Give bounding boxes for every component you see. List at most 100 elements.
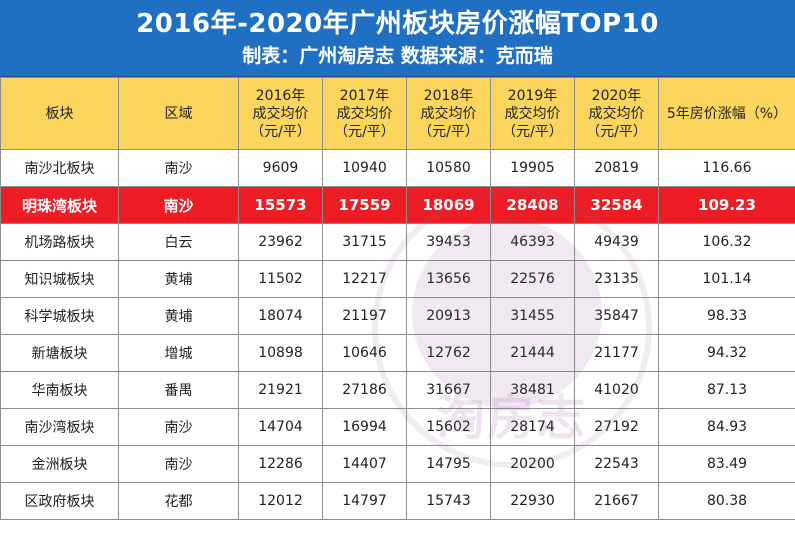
cell-district: 增城: [118, 334, 239, 372]
cell-y2017: 21197: [322, 297, 407, 335]
table-row: 新塘板块 增城 10898 10646 12762 21444 21177 94.32: [0, 334, 795, 372]
cell-y2016: 12012: [238, 482, 323, 520]
cell-y2016: 11502: [238, 260, 323, 298]
cell-y2016: 21921: [238, 371, 323, 409]
col-header-district: 区域: [118, 77, 239, 150]
cell-growth: 116.66: [658, 149, 795, 187]
table-row: 南沙湾板块 南沙 14704 16994 15602 28174 27192 84.93: [0, 408, 795, 446]
cell-y2017: 10940: [322, 149, 407, 187]
col-header-2017-unit: （元/平）: [334, 123, 395, 140]
cell-district: 黄埔: [118, 297, 239, 335]
cell-y2016: 23962: [238, 223, 323, 261]
cell-y2020: 20819: [574, 149, 659, 187]
cell-y2018: 13656: [406, 260, 491, 298]
col-header-2018-year: 2018年: [423, 87, 474, 104]
cell-y2019: 20200: [490, 445, 575, 483]
cell-name: 机场路板块: [0, 223, 119, 261]
cell-y2020: 22543: [574, 445, 659, 483]
cell-y2020: 23135: [574, 260, 659, 298]
col-header-2019-label: 成交均价: [504, 105, 561, 122]
cell-y2020: 21177: [574, 334, 659, 372]
table-row: 科学城板块 黄埔 18074 21197 20913 31455 35847 98.33: [0, 297, 795, 335]
cell-y2016: 12286: [238, 445, 323, 483]
cell-y2019: 22576: [490, 260, 575, 298]
table-row: 南沙北板块 南沙 9609 10940 10580 19905 20819 116.66: [0, 149, 795, 187]
cell-district: 南沙: [118, 149, 239, 187]
cell-name: 区政府板块: [0, 482, 119, 520]
cell-y2018: 15743: [406, 482, 491, 520]
cell-district: 南沙: [118, 186, 239, 224]
cell-growth: 80.38: [658, 482, 795, 520]
cell-district: 花都: [118, 482, 239, 520]
col-header-2017: 2017年 成交均价 （元/平）: [322, 77, 407, 150]
col-header-2017-year: 2017年: [339, 87, 390, 104]
cell-district: 南沙: [118, 445, 239, 483]
cell-y2018: 39453: [406, 223, 491, 261]
cell-y2019: 19905: [490, 149, 575, 187]
cell-y2017: 10646: [322, 334, 407, 372]
cell-growth: 83.49: [658, 445, 795, 483]
cell-y2018: 31667: [406, 371, 491, 409]
cell-y2016: 9609: [238, 149, 323, 187]
cell-y2018: 15602: [406, 408, 491, 446]
cell-name: 科学城板块: [0, 297, 119, 335]
cell-growth: 84.93: [658, 408, 795, 446]
cell-y2019: 28408: [490, 186, 575, 224]
cell-y2017: 14797: [322, 482, 407, 520]
col-header-2016-unit: （元/平）: [250, 123, 311, 140]
col-header-2019-unit: （元/平）: [502, 123, 563, 140]
cell-y2017: 14407: [322, 445, 407, 483]
col-header-2016-label: 成交均价: [252, 105, 309, 122]
cell-y2016: 15573: [238, 186, 323, 224]
cell-growth: 98.33: [658, 297, 795, 335]
cell-y2018: 12762: [406, 334, 491, 372]
cell-y2018: 20913: [406, 297, 491, 335]
page-title: 2016年-2020年广州板块房价涨幅TOP10: [136, 9, 659, 39]
page-subtitle: 制表：广州淘房志 数据来源：克而瑞: [242, 45, 553, 67]
col-header-2020-year: 2020年: [591, 87, 642, 104]
col-header-2020-label: 成交均价: [588, 105, 645, 122]
col-header-2019-year: 2019年: [507, 87, 558, 104]
cell-growth: 101.14: [658, 260, 795, 298]
col-header-2018-unit: （元/平）: [418, 123, 479, 140]
cell-y2020: 49439: [574, 223, 659, 261]
cell-y2019: 38481: [490, 371, 575, 409]
table-row-highlighted: 明珠湾板块 南沙 15573 17559 18069 28408 32584 109.23: [0, 186, 795, 224]
cell-y2017: 27186: [322, 371, 407, 409]
cell-y2019: 22930: [490, 482, 575, 520]
cell-name: 明珠湾板块: [0, 186, 119, 224]
cell-y2020: 21667: [574, 482, 659, 520]
col-header-2016-year: 2016年: [255, 87, 306, 104]
cell-y2017: 17559: [322, 186, 407, 224]
cell-name: 新塘板块: [0, 334, 119, 372]
cell-y2016: 18074: [238, 297, 323, 335]
col-header-2018-label: 成交均价: [420, 105, 477, 122]
cell-y2018: 14795: [406, 445, 491, 483]
col-header-growth: 5年房价涨幅（%）: [658, 77, 795, 150]
col-header-2020: 2020年 成交均价 （元/平）: [574, 77, 659, 150]
cell-y2019: 28174: [490, 408, 575, 446]
table-row: 区政府板块 花都 12012 14797 15743 22930 21667 80.38: [0, 482, 795, 520]
table-row: 知识城板块 黄埔 11502 12217 13656 22576 23135 101.14: [0, 260, 795, 298]
cell-growth: 106.32: [658, 223, 795, 261]
cell-y2017: 12217: [322, 260, 407, 298]
cell-y2019: 31455: [490, 297, 575, 335]
cell-growth: 87.13: [658, 371, 795, 409]
cell-y2019: 46393: [490, 223, 575, 261]
cell-district: 白云: [118, 223, 239, 261]
cell-y2019: 21444: [490, 334, 575, 372]
cell-name: 华南板块: [0, 371, 119, 409]
cell-district: 番禺: [118, 371, 239, 409]
cell-district: 黄埔: [118, 260, 239, 298]
cell-district: 南沙: [118, 408, 239, 446]
cell-growth: 109.23: [658, 186, 795, 224]
cell-y2020: 41020: [574, 371, 659, 409]
cell-name: 金洲板块: [0, 445, 119, 483]
cell-name: 南沙北板块: [0, 149, 119, 187]
price-growth-table: 板块 区域 2016年 成交均价 （元/平） 2017年 成交均价 （元/平） …: [0, 77, 795, 520]
col-header-2018: 2018年 成交均价 （元/平）: [406, 77, 491, 150]
col-header-2020-unit: （元/平）: [586, 123, 647, 140]
cell-y2020: 35847: [574, 297, 659, 335]
cell-y2020: 27192: [574, 408, 659, 446]
col-header-name: 板块: [0, 77, 119, 150]
